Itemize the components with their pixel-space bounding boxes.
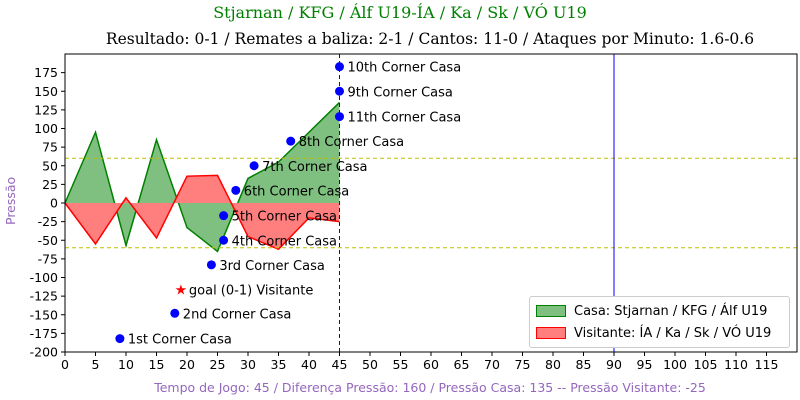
- event-marker-5: [219, 211, 229, 221]
- y-tick-label-15: -200: [30, 345, 58, 360]
- event-label-0: 1st Corner Casa: [128, 333, 232, 348]
- event-label-2: goal (0-1) Visitante: [189, 283, 313, 298]
- chart-title: Stjarnan / KFG / Álf U19-ÍA / Ka / Sk / …: [213, 3, 587, 22]
- event-label-4: 4th Corner Casa: [232, 234, 337, 249]
- x-tick-label-16: 80: [545, 357, 561, 372]
- event-label-6: 6th Corner Casa: [244, 184, 349, 199]
- x-tick-label-23: 115: [755, 357, 779, 372]
- event-label-1: 2nd Corner Casa: [183, 307, 292, 322]
- x-tick-label-17: 85: [576, 357, 592, 372]
- y-tick-label-4: 75: [42, 140, 58, 155]
- y-tick-label-11: -100: [30, 270, 58, 285]
- y-axis-label: Pressão: [3, 176, 18, 225]
- x-tick-label-13: 65: [454, 357, 470, 372]
- event-label-8: 8th Corner Casa: [299, 135, 404, 150]
- x-tick-label-19: 95: [637, 357, 653, 372]
- event-marker-7: [249, 161, 259, 171]
- x-tick-label-2: 10: [118, 357, 134, 372]
- legend-item-home: Casa: Stjarnan / KFG / Álf U19: [536, 302, 767, 320]
- event-label-3: 3rd Corner Casa: [219, 259, 324, 274]
- event-marker-0: [115, 334, 125, 344]
- event-marker-1: [170, 308, 180, 318]
- y-tick-label-13: -150: [30, 307, 58, 322]
- event-marker-11: [335, 112, 344, 122]
- x-tick-label-22: 110: [724, 357, 748, 372]
- legend-swatch-away: [536, 327, 566, 339]
- x-tick-label-11: 55: [393, 357, 409, 372]
- event-label-7: 7th Corner Casa: [262, 160, 367, 175]
- legend-label-away: Visitante: ÍA / Ka / Sk / VÓ U19: [574, 325, 772, 341]
- event-marker-10: [335, 86, 344, 96]
- x-tick-label-10: 50: [362, 357, 378, 372]
- area-line-away: [64, 174, 340, 251]
- y-tick-label-7: 0: [50, 196, 58, 211]
- area-fill-home: [65, 102, 340, 252]
- event-label-9: 10th Corner Casa: [348, 61, 462, 76]
- area-fill-away: [65, 175, 340, 250]
- x-tick-label-21: 105: [694, 357, 718, 372]
- y-tick-label-0: 175: [34, 65, 58, 80]
- legend-label-home: Casa: Stjarnan / KFG / Álf U19: [574, 303, 768, 319]
- x-tick-label-6: 30: [240, 357, 256, 372]
- y-tick-label-1: 150: [34, 84, 58, 99]
- area-line-home: [64, 101, 341, 253]
- event-label-5: 5th Corner Casa: [232, 210, 337, 225]
- chart-subtitle: Resultado: 0-1 / Remates a baliza: 2-1 /…: [105, 30, 755, 48]
- event-marker-3: [206, 260, 216, 270]
- x-tick-label-14: 70: [484, 357, 500, 372]
- x-tick-label-20: 100: [663, 357, 687, 372]
- goal-star-icon: ★: [175, 282, 188, 298]
- x-tick-label-4: 20: [179, 357, 195, 372]
- x-tick-label-9: 45: [332, 357, 348, 372]
- y-tick-label-9: -50: [38, 233, 58, 248]
- y-tick-label-8: -25: [38, 214, 58, 229]
- y-tick-label-14: -175: [30, 326, 58, 341]
- x-tick-label-12: 60: [423, 357, 439, 372]
- x-tick-label-15: 75: [515, 357, 531, 372]
- event-marker-8: [286, 136, 296, 146]
- x-tick-label-18: 90: [606, 357, 622, 372]
- y-tick-label-3: 100: [34, 121, 58, 136]
- event-label-10: 9th Corner Casa: [348, 85, 453, 100]
- legend-item-away: Visitante: ÍA / Ka / Sk / VÓ U19: [536, 324, 771, 342]
- y-tick-label-10: -75: [38, 251, 58, 266]
- event-marker-9: [335, 62, 344, 72]
- y-tick-label-6: 25: [42, 177, 58, 192]
- event-marker-4: [219, 235, 229, 245]
- x-tick-label-7: 35: [271, 357, 287, 372]
- y-tick-label-2: 125: [34, 102, 58, 117]
- event-marker-6: [231, 185, 241, 195]
- x-tick-label-1: 5: [92, 357, 100, 372]
- y-tick-label-5: 50: [42, 158, 58, 173]
- legend: Casa: Stjarnan / KFG / Álf U19 Visitante…: [529, 296, 790, 348]
- x-tick-label-8: 40: [301, 357, 317, 372]
- x-axis-label: Tempo de Jogo: 45 / Diferença Pressão: 1…: [154, 380, 706, 395]
- event-label-11: 11th Corner Casa: [348, 111, 462, 126]
- legend-swatch-home: [536, 305, 566, 317]
- x-tick-label-0: 0: [61, 357, 69, 372]
- x-tick-label-5: 25: [210, 357, 226, 372]
- x-tick-label-3: 15: [149, 357, 165, 372]
- y-tick-label-12: -125: [30, 289, 58, 304]
